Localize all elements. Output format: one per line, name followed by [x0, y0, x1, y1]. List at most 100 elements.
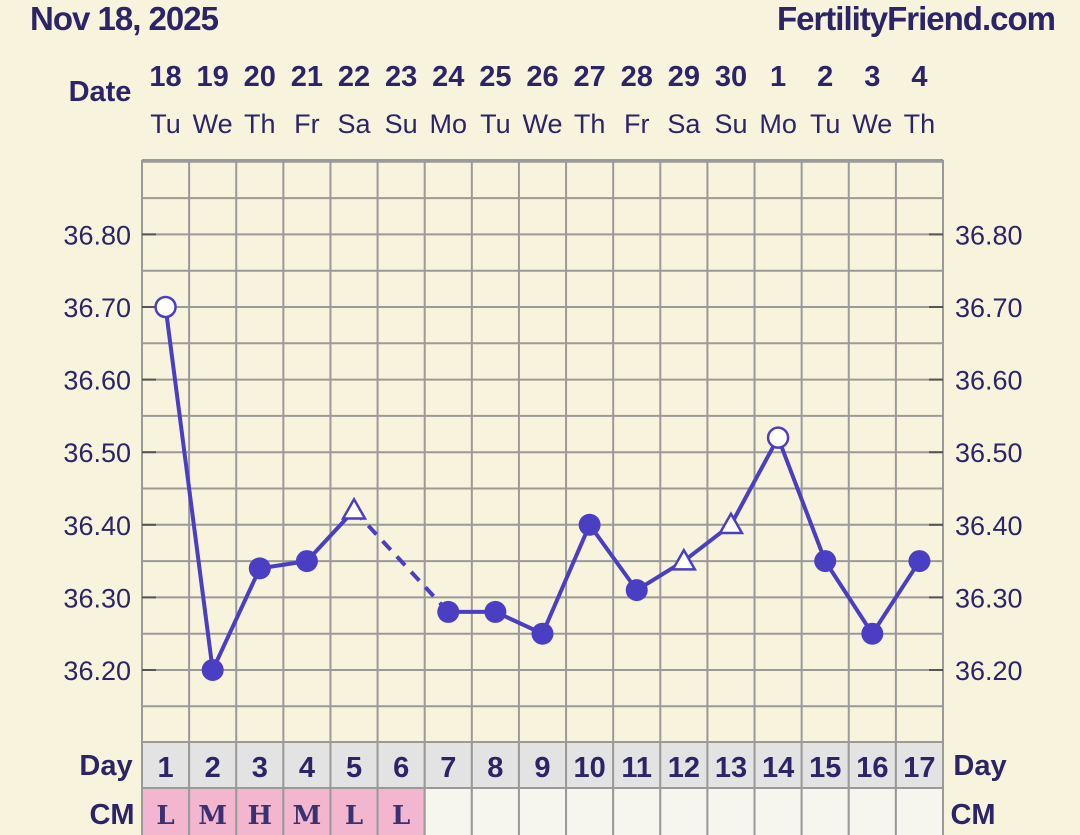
date-label: 21 [291, 61, 323, 93]
data-point [248, 557, 271, 580]
day-row-label-left: Day [79, 750, 132, 782]
data-point [295, 550, 318, 573]
data-point-open-triangle [717, 511, 745, 535]
date-label: 28 [621, 61, 653, 93]
site-name[interactable]: FertilityFriend.com [777, 0, 1056, 37]
weekday-label: Fr [624, 109, 649, 139]
date-label: 2 [817, 61, 833, 93]
y-tick-label-left: 36.50 [63, 438, 131, 468]
cm-cell [753, 787, 803, 835]
cm-letter: L [392, 801, 410, 831]
date-label: 26 [526, 61, 558, 93]
data-point [201, 659, 224, 681]
y-tick-label-right: 36.40 [955, 511, 1023, 541]
weekday-label: We [193, 109, 233, 139]
series-line-segment [163, 306, 215, 671]
y-axis: 36.80 36.80 36.70 36.70 36.60 36.60 36.50 36.50… [63, 220, 1022, 686]
date-label: 20 [244, 61, 276, 93]
date-label: 18 [149, 61, 181, 93]
day-number: 11 [621, 752, 652, 784]
weekday-label: We [522, 109, 562, 139]
data-point-open-triangle [340, 496, 368, 520]
date-label: 24 [432, 61, 464, 93]
y-tick-label-left: 36.60 [63, 366, 131, 396]
y-tick-label-left: 36.70 [63, 293, 131, 323]
y-tick-label-right: 36.20 [955, 656, 1023, 686]
series-line-gap-dashed [352, 508, 450, 614]
day-number: 5 [346, 752, 362, 784]
y-tick-label-right: 36.50 [955, 438, 1023, 468]
data-point [578, 513, 601, 536]
chart-grid [141, 159, 944, 742]
date-label: 22 [338, 61, 370, 93]
weekday-label: We [852, 109, 892, 139]
cm-letter: L [156, 801, 174, 831]
series-line-segment [587, 523, 639, 592]
weekday-label: Sa [338, 109, 372, 139]
cm-letter: H [248, 801, 273, 831]
weekday-label: Sa [667, 109, 701, 139]
day-number: 10 [573, 752, 605, 784]
day-number: 2 [205, 752, 221, 784]
day-number: 16 [856, 752, 888, 784]
date-header: 18Tu19We20Th21Fr22Sa23Su24Mo25Tu26We27Th… [149, 61, 935, 139]
y-tick-label-left: 36.20 [63, 656, 131, 686]
cm-letter: M [293, 801, 322, 831]
day-number: 13 [715, 752, 747, 784]
cm-cell [847, 787, 897, 835]
cm-cell [517, 787, 568, 835]
cm-cell [470, 787, 520, 835]
cm-cell [235, 787, 285, 835]
cm-cell [423, 787, 473, 835]
cm-cell [706, 787, 756, 835]
date-label: 3 [864, 61, 880, 93]
date-label: 1 [770, 61, 786, 93]
day-cell [282, 741, 332, 789]
weekday-label: Mo [759, 109, 797, 139]
date-label: 27 [573, 61, 605, 93]
weekday-label: Su [714, 109, 747, 139]
day-row-label-right: Day [953, 750, 1006, 782]
cm-letter: L [345, 801, 363, 831]
cm-cell [282, 787, 332, 835]
y-tick-label-right: 36.60 [955, 366, 1023, 396]
chart-date: Nov 18, 2025 [30, 0, 219, 37]
data-point [531, 622, 554, 645]
day-number: 9 [534, 752, 550, 784]
day-number: 1 [157, 752, 173, 784]
day-cell [188, 741, 238, 789]
data-point-open-circle [766, 426, 790, 449]
weekday-label: Tu [810, 109, 841, 139]
cm-cell [659, 787, 709, 835]
weekday-label: Su [385, 109, 418, 139]
day-cell [894, 741, 944, 789]
weekday-label: Mo [430, 109, 468, 139]
weekday-label: Tu [480, 109, 511, 139]
cm-cell [565, 787, 615, 835]
cm-cell [800, 787, 850, 835]
day-number: 8 [487, 752, 503, 784]
weekday-label: Fr [294, 109, 319, 139]
y-tick-label-left: 36.30 [63, 583, 131, 613]
data-point [814, 550, 837, 573]
date-label: 4 [911, 61, 927, 93]
day-cell [423, 741, 473, 789]
date-row-label: Date [69, 76, 132, 108]
data-point [437, 600, 460, 623]
series-line-segment [210, 567, 262, 671]
data-point [861, 622, 884, 645]
series-line-segment [540, 524, 592, 635]
day-number: 6 [393, 752, 409, 784]
date-label: 19 [197, 61, 229, 93]
day-number: 15 [809, 752, 841, 784]
cm-cell [612, 787, 662, 835]
day-number: 17 [903, 752, 935, 784]
day-number: 7 [440, 752, 456, 784]
day-number: 12 [668, 752, 700, 784]
date-label: 25 [479, 61, 511, 93]
day-number: 3 [252, 752, 268, 784]
day-cell [565, 741, 615, 789]
day-number: 14 [762, 752, 794, 784]
